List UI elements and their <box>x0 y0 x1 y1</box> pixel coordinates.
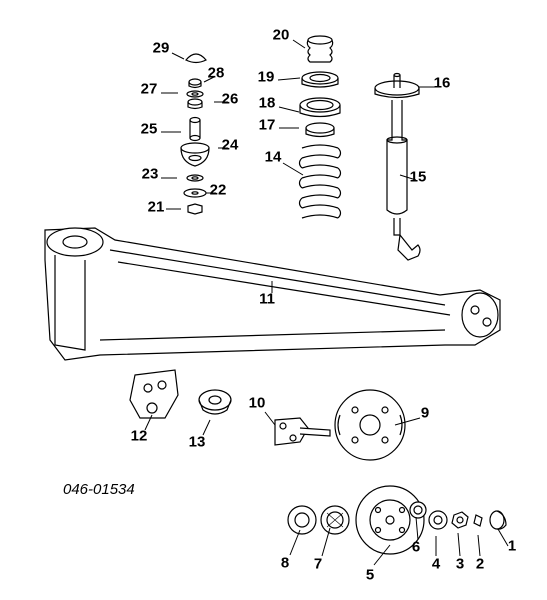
callout-20: 20 <box>273 27 290 44</box>
callout-24: 24 <box>222 137 239 154</box>
callout-2: 2 <box>476 556 484 573</box>
callout-9: 9 <box>421 405 429 422</box>
callout-6: 6 <box>412 539 420 556</box>
callout-10: 10 <box>249 395 266 412</box>
callout-13: 13 <box>189 434 206 451</box>
callout-15: 15 <box>410 169 427 186</box>
diagram-container: 046-01534 123456789101112131415161718192… <box>0 0 547 600</box>
part-number: 046-01534 <box>63 481 135 498</box>
callout-4: 4 <box>432 556 440 573</box>
callout-7: 7 <box>314 556 322 573</box>
callout-26: 26 <box>222 91 239 108</box>
callout-8: 8 <box>281 555 289 572</box>
callout-3: 3 <box>456 556 464 573</box>
callout-18: 18 <box>259 95 276 112</box>
callout-1: 1 <box>508 538 516 555</box>
callout-29: 29 <box>153 40 170 57</box>
callout-16: 16 <box>434 75 451 92</box>
callout-28: 28 <box>208 65 225 82</box>
callout-23: 23 <box>142 166 159 183</box>
callout-21: 21 <box>148 199 165 216</box>
callout-12: 12 <box>131 428 148 445</box>
callout-25: 25 <box>141 121 158 138</box>
callout-19: 19 <box>258 69 275 86</box>
callout-17: 17 <box>259 117 276 134</box>
callout-14: 14 <box>265 149 282 166</box>
callout-5: 5 <box>366 567 374 584</box>
callout-11: 11 <box>259 291 275 308</box>
callout-22: 22 <box>210 182 227 199</box>
callout-27: 27 <box>141 81 158 98</box>
